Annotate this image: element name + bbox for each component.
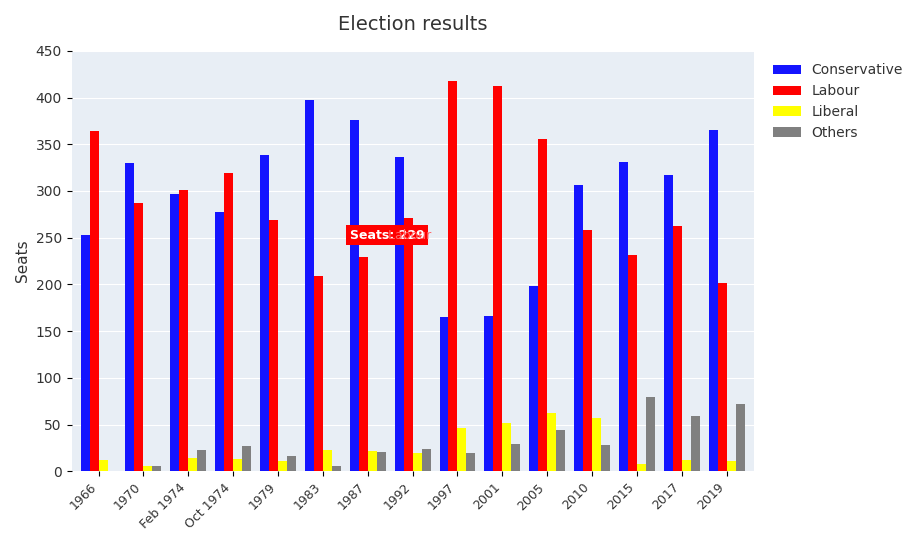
Bar: [242, 446, 251, 471]
Bar: [269, 220, 278, 471]
Bar: [278, 461, 287, 471]
Bar: [305, 100, 314, 471]
Bar: [511, 444, 520, 471]
Bar: [547, 413, 556, 471]
Bar: [233, 459, 242, 471]
Bar: [592, 418, 601, 471]
Bar: [421, 449, 431, 471]
Bar: [90, 131, 99, 471]
Bar: [663, 175, 673, 471]
Bar: [646, 396, 655, 471]
Text: Labour: Labour: [381, 229, 432, 242]
Y-axis label: Seats: Seats: [15, 240, 30, 282]
Bar: [538, 139, 547, 471]
Bar: [529, 286, 538, 471]
Bar: [484, 316, 493, 471]
Bar: [440, 317, 448, 471]
Bar: [260, 155, 269, 471]
Title: Election results: Election results: [338, 15, 487, 34]
Bar: [628, 254, 637, 471]
Bar: [225, 173, 233, 471]
Bar: [80, 235, 90, 471]
Bar: [457, 428, 467, 471]
Bar: [413, 453, 421, 471]
Bar: [736, 404, 745, 471]
Text: Seats: 229: Seats: 229: [350, 229, 424, 242]
Bar: [197, 450, 206, 471]
Bar: [673, 227, 682, 471]
Bar: [377, 452, 385, 471]
Legend: Conservative, Labour, Liberal, Others: Conservative, Labour, Liberal, Others: [767, 58, 908, 146]
Bar: [314, 276, 322, 471]
Bar: [718, 282, 726, 471]
Bar: [332, 466, 341, 471]
Bar: [691, 416, 699, 471]
Bar: [135, 203, 143, 471]
Bar: [359, 257, 368, 471]
Bar: [395, 157, 404, 471]
Bar: [493, 86, 503, 471]
Bar: [637, 464, 646, 471]
Bar: [99, 460, 107, 471]
Bar: [322, 450, 332, 471]
Bar: [188, 458, 197, 471]
Bar: [143, 466, 152, 471]
Bar: [682, 460, 691, 471]
Bar: [601, 445, 610, 471]
Bar: [350, 120, 359, 471]
Bar: [709, 130, 718, 471]
Bar: [619, 162, 628, 471]
Bar: [574, 185, 583, 471]
Bar: [152, 466, 162, 471]
Bar: [448, 81, 457, 471]
Bar: [467, 453, 475, 471]
Bar: [404, 218, 413, 471]
Bar: [215, 212, 225, 471]
Bar: [170, 194, 179, 471]
Bar: [583, 230, 592, 471]
Bar: [503, 423, 511, 471]
Bar: [287, 456, 296, 471]
Bar: [556, 430, 565, 471]
Bar: [179, 190, 188, 471]
Bar: [126, 163, 135, 471]
Bar: [368, 450, 377, 471]
Bar: [726, 461, 736, 471]
